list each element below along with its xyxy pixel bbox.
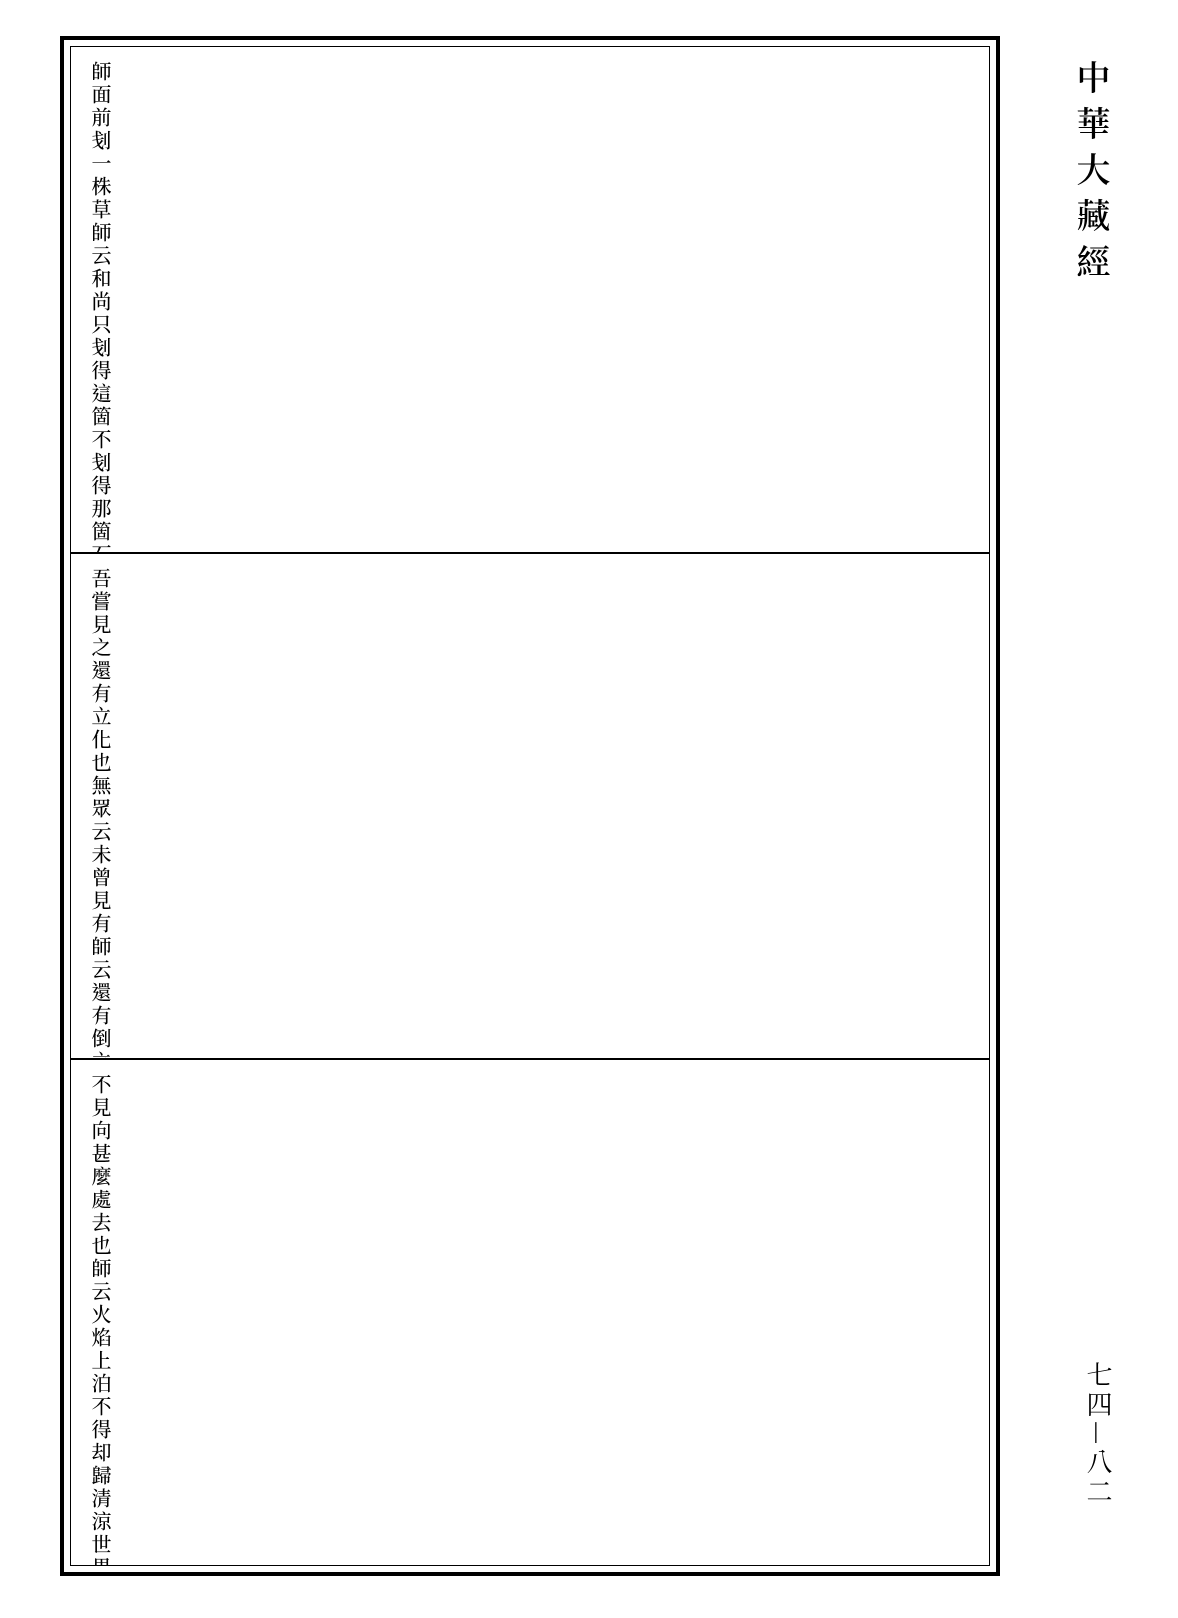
inner-frame: 師面前刬一株草師云和尚只刬得這箇不刬得那箇石頭提起刬子師接得刬子乃作刬勢石頭云汝… bbox=[70, 46, 990, 1566]
page-root: 中華大藏經 七四—八二 師面前刬一株草師云和尚只刬得這箇不刬得那箇石頭提起刬子師… bbox=[0, 0, 1178, 1618]
margin-title: 中華大藏經 bbox=[1069, 60, 1118, 290]
page-number: 七四—八二 bbox=[1081, 1361, 1118, 1508]
outer-frame: 師面前刬一株草師云和尚只刬得這箇不刬得那箇石頭提起刬子師接得刬子乃作刬勢石頭云汝… bbox=[60, 36, 1000, 1576]
panel-3: 不見向甚麼處去也師云火焰上泊不得却歸清涼世界去也石臼和尚初參馬祖祖問什麼處來師云… bbox=[71, 1060, 989, 1565]
panel-1: 師面前刬一株草師云和尚只刬得這箇不刬得那箇石頭提起刬子師接得刬子乃作刬勢石頭云汝… bbox=[71, 47, 989, 554]
text-column: 得那箇石頭提起刬子師接得刬子乃作刬勢 bbox=[85, 475, 117, 554]
text-column: 不見向甚麼處去也師云火焰上泊不得却歸清 bbox=[85, 1074, 117, 1511]
text-column: 倒立者否眾云未曾見有師乃倒立而化亭亭 bbox=[85, 1028, 117, 1061]
panel-1-columns: 師面前刬一株草師云和尚只刬得這箇不刬得那箇石頭提起刬子師接得刬子乃作刬勢石頭云汝… bbox=[85, 61, 117, 538]
text-column: 涼世界去也 bbox=[85, 1511, 117, 1565]
panel-2-columns: 吾嘗見之還有立化也無眾云未曾見有師云還有倒立者否眾云未曾見有師乃倒立而化亭亭然其… bbox=[85, 568, 117, 1045]
panel-3-columns: 不見向甚麼處去也師云火焰上泊不得却歸清涼世界去也石臼和尚初參馬祖祖問什麼處來師云… bbox=[85, 1074, 117, 1551]
panel-2: 吾嘗見之還有立化也無眾云未曾見有師云還有倒立者否眾云未曾見有師乃倒立而化亭亭然其… bbox=[71, 554, 989, 1061]
text-column: 吾嘗見之還有立化也無眾云未曾見有師云還有 bbox=[85, 568, 117, 1028]
text-column: 師面前刬一株草師云和尚只刬得這箇不刬 bbox=[85, 61, 117, 475]
